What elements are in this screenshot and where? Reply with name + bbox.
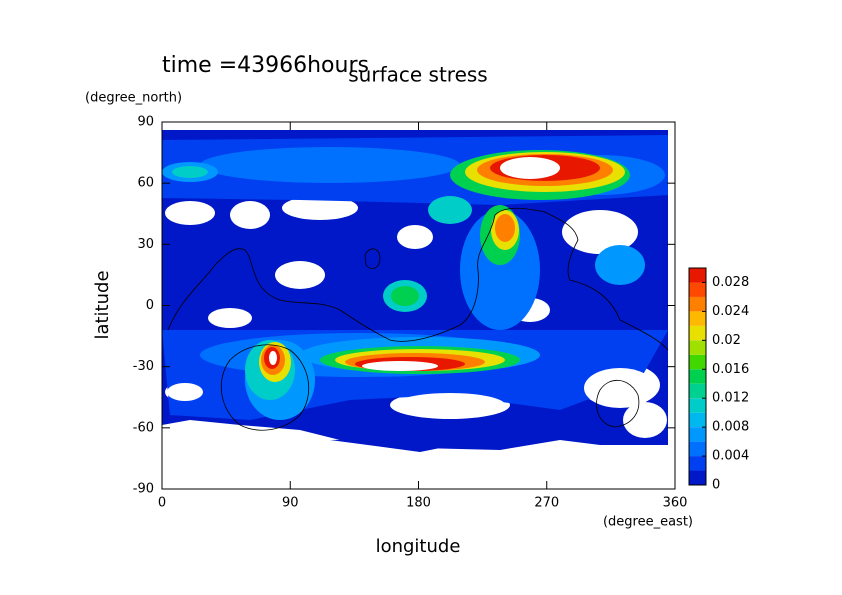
colorbar: 0 0.004 0.008 0.012 0.016 0.02 0.024 0.028 [688, 267, 749, 493]
colorbar-swatch [689, 383, 706, 399]
chart-title: surface stress [348, 63, 487, 87]
colorbar-swatch [689, 296, 706, 312]
below-range [282, 196, 358, 220]
colorbar-swatch [689, 427, 706, 442]
colorbar-swatch [689, 456, 706, 471]
colorbar-swatch [689, 325, 706, 341]
y-tick-label: 30 [137, 237, 154, 252]
colorbar-swatch [689, 441, 706, 457]
contour-field [162, 130, 668, 452]
contour-region [391, 286, 419, 306]
colorbar-swatch [689, 398, 706, 413]
below-range [623, 402, 667, 438]
below-range [208, 308, 252, 328]
chart-subtitle: time =43966hours [162, 53, 369, 78]
colorbar-tick-label: 0.028 [712, 275, 749, 290]
colorbar-swatch [689, 282, 706, 297]
contour-region [495, 214, 515, 242]
coastline [364, 248, 381, 269]
y-tick-label: 0 [146, 298, 154, 313]
colorbar-tick-label: 0.012 [712, 391, 749, 406]
below-range [275, 261, 325, 289]
contour-region [172, 166, 208, 178]
below-range [362, 361, 438, 371]
x-tick-label: 360 [663, 496, 688, 511]
below-range [230, 201, 270, 229]
colorbar-swatch [689, 311, 706, 326]
y-units: (degree_north) [85, 91, 182, 106]
x-tick-label: 0 [158, 496, 166, 511]
below-range [584, 368, 656, 408]
y-tick-label: 60 [137, 176, 154, 191]
below-range [167, 383, 203, 401]
below-range [500, 157, 560, 179]
x-units: (degree_east) [603, 515, 693, 530]
contour-region [428, 196, 472, 224]
colorbar-swatch [689, 268, 706, 283]
colorbar-swatch [689, 412, 706, 428]
y-axis-label: latitude [92, 270, 113, 339]
coastline [221, 344, 309, 431]
x-tick-label: 90 [282, 496, 299, 511]
below-range [165, 201, 215, 225]
colorbar-tick-label: 0.016 [712, 362, 749, 377]
y-tick-label: -90 [133, 482, 154, 497]
below-range [395, 393, 505, 417]
colorbar-tick-label: 0.024 [712, 304, 749, 319]
x-tick-label: 180 [406, 496, 431, 511]
colorbar-swatch [689, 369, 706, 384]
coastline [167, 207, 669, 351]
below-range [397, 225, 433, 249]
colorbar-tick-label: 0.008 [712, 420, 749, 435]
colorbar-swatch [689, 340, 706, 355]
x-axis-label: longitude [376, 536, 461, 557]
y-tick-label: 90 [137, 115, 154, 130]
y-tick-label: -30 [133, 359, 154, 374]
colorbar-swatch [689, 470, 706, 485]
contour-region [595, 245, 645, 285]
colorbar-swatch [689, 354, 706, 370]
y-tick-label: -60 [133, 420, 154, 435]
below-range [269, 351, 277, 365]
colorbar-frame [688, 267, 707, 486]
contour-region [330, 438, 440, 452]
coastlines [167, 207, 669, 431]
contour-region [460, 210, 540, 330]
axes: 0 90 180 270 360 -90 -60 -30 0 30 60 90 [133, 115, 688, 511]
contour-region [200, 147, 460, 183]
colorbar-tick-label: 0.02 [712, 333, 741, 348]
x-tick-label: 270 [534, 496, 559, 511]
below-range [562, 210, 638, 254]
colorbar-tick-label: 0.004 [712, 449, 749, 464]
colorbar-tick-label: 0 [712, 478, 720, 493]
coastline [596, 380, 640, 428]
